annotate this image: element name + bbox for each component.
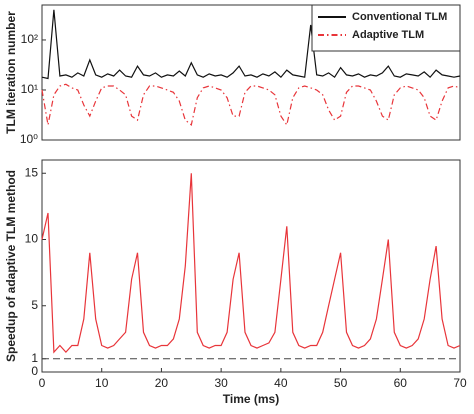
legend-label: Adaptive TLM [352, 29, 424, 41]
y-axis-label: Speedup of adaptive TLM method [4, 170, 18, 362]
y-tick-label: 10 [25, 232, 39, 246]
x-tick-label: 60 [394, 376, 408, 390]
x-axis-label: Time (ms) [223, 392, 279, 406]
x-tick-label: 0 [39, 376, 46, 390]
x-tick-label: 10 [95, 376, 109, 390]
y-axis-label: TLM iteration number [4, 11, 18, 134]
x-tick-label: 30 [214, 376, 228, 390]
legend-box [311, 4, 461, 52]
x-tick-label: 70 [453, 376, 467, 390]
y-tick-label: 1 [31, 351, 38, 365]
y-tick-label: 5 [31, 298, 38, 312]
x-tick-label: 20 [155, 376, 169, 390]
x-tick-label: 40 [274, 376, 288, 390]
data-line [41, 83, 461, 127]
y-tick-label: 10⁰ [20, 132, 38, 146]
plot-frame [41, 159, 461, 373]
plot-frame [41, 4, 461, 141]
data-line [41, 173, 461, 354]
y-tick-label: 0 [31, 364, 38, 378]
x-tick-label: 50 [334, 376, 348, 390]
data-line [41, 9, 461, 80]
y-tick-label: 10¹ [21, 82, 38, 96]
y-tick-label: 10² [21, 32, 38, 46]
y-tick-label: 15 [25, 165, 39, 179]
legend-label: Conventional TLM [352, 11, 447, 23]
